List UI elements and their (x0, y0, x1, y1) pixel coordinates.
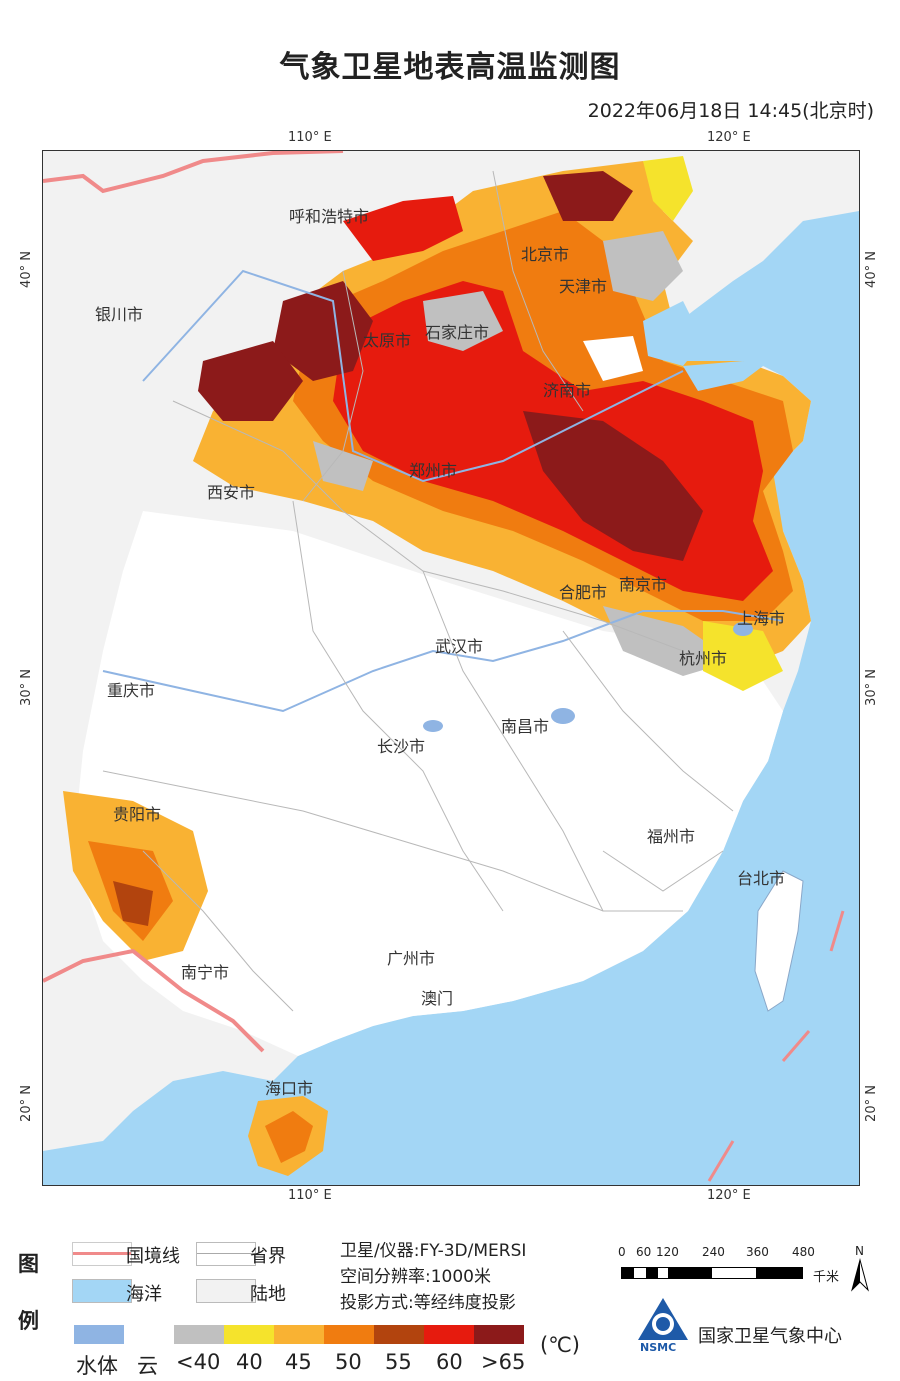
city-label: 太原市 (363, 331, 412, 350)
temp-category-label: <40 (176, 1350, 221, 1374)
china-south-land (73, 511, 783, 1056)
taiwan-island (754, 870, 804, 1012)
scale-bar (621, 1267, 803, 1279)
temp-category-label: >65 (481, 1350, 526, 1374)
city-label: 呼和浩特市 (289, 207, 370, 226)
nsmc-abbr: NSMC (640, 1341, 677, 1354)
lon-label-top-120: 120° E (707, 130, 751, 145)
province-label: 省界 (250, 1246, 286, 1267)
lat-label-right-30: 30° N (863, 669, 879, 706)
scale-tick-label: 120 (656, 1245, 679, 1259)
map-svg (43, 151, 859, 1182)
city-label: 合肥市 (559, 583, 608, 602)
ocean-swatch (72, 1279, 132, 1303)
province-borders (102, 170, 734, 1012)
dongting-lake (423, 720, 443, 732)
bohai-sea (643, 301, 703, 366)
unit-label: (℃) (540, 1333, 580, 1357)
city-label: 济南市 (543, 381, 592, 400)
scale-tick-label: 0 (618, 1245, 626, 1259)
satellite-info: 卫星/仪器:FY-3D/MERSI (340, 1241, 527, 1261)
nsmc-logo-icon (638, 1298, 688, 1340)
city-label: 海口市 (265, 1079, 314, 1098)
temp-category-label: 55 (385, 1350, 412, 1374)
temp-category-swatch (224, 1325, 274, 1344)
projection-info: 投影方式:等经纬度投影 (340, 1293, 516, 1313)
temp-category-swatch (474, 1325, 524, 1344)
north-arrow-icon (851, 1258, 869, 1292)
temp-category-swatch (374, 1325, 424, 1344)
city-label: 长沙市 (377, 737, 426, 756)
city-label: 澳门 (421, 989, 454, 1008)
city-label: 重庆市 (107, 681, 156, 700)
legend-heading-1: 图 (18, 1252, 39, 1276)
city-label: 武汉市 (435, 637, 484, 656)
lon-label-bottom-110: 110° E (288, 1188, 332, 1203)
map-canvas: 呼和浩特市北京市天津市银川市太原市 石家庄市济南市郑州市西安市合肥市 南京市上海市武… (42, 150, 860, 1186)
water-body-swatch (74, 1325, 124, 1344)
temp-category-swatch (324, 1325, 374, 1344)
city-label: 杭州市 (679, 649, 728, 668)
city-label: 上海市 (737, 609, 786, 628)
scale-tick-label: 480 (792, 1245, 815, 1259)
cloud-label: 云 (137, 1354, 158, 1378)
lat-label-left-40: 40° N (18, 251, 34, 288)
scale-unit: 千米 (813, 1270, 840, 1285)
poyang-lake (551, 708, 575, 724)
cloud-patch (603, 231, 683, 301)
city-label: 西安市 (207, 483, 256, 502)
city-label: 天津市 (559, 277, 608, 296)
province-swatch (196, 1242, 256, 1266)
city-label: 石家庄市 (425, 323, 490, 342)
lat-label-left-20: 20° N (18, 1085, 34, 1122)
city-label: 北京市 (521, 245, 570, 264)
city-label: 南宁市 (181, 963, 230, 982)
land-label: 陆地 (250, 1284, 286, 1305)
north-label: N (855, 1244, 864, 1258)
temp-category-swatch (274, 1325, 324, 1344)
yellow-river (142, 269, 684, 483)
yellow-sea (683, 361, 763, 391)
yangtze-river (102, 610, 784, 713)
resolution-info: 空间分辨率:1000米 (340, 1267, 491, 1287)
map-title: 气象卫星地表高温监测图 (279, 50, 621, 85)
scale-tick-label: 360 (746, 1245, 769, 1259)
temp-category-swatch (424, 1325, 474, 1344)
scale-tick-label: 240 (702, 1245, 725, 1259)
national-border (43, 151, 344, 194)
lon-label-top-110: 110° E (288, 130, 332, 145)
temp-category-label: 45 (285, 1350, 312, 1374)
city-label: 福州市 (647, 827, 696, 846)
temp-category-label: 50 (335, 1350, 362, 1374)
water-label: 水体 (76, 1354, 118, 1378)
taihu-lake (733, 622, 753, 636)
city-label: 郑州市 (409, 461, 458, 480)
city-label: 广州市 (387, 949, 436, 968)
land-swatch (196, 1279, 256, 1303)
city-label: 银川市 (95, 305, 144, 324)
lat-label-right-20: 20° N (863, 1085, 879, 1122)
lat-label-right-40: 40° N (863, 251, 879, 288)
temp-category-label: 60 (436, 1350, 463, 1374)
city-label: 南京市 (619, 575, 668, 594)
lon-label-bottom-120: 120° E (707, 1188, 751, 1203)
city-label: 贵阳市 (113, 805, 162, 824)
border-label: 国境线 (126, 1246, 180, 1267)
temp-category-swatch (174, 1325, 224, 1344)
city-label: 南昌市 (501, 717, 550, 736)
temp-category-label: 40 (236, 1350, 263, 1374)
city-label: 台北市 (737, 869, 786, 888)
legend-heading-2: 例 (18, 1309, 39, 1333)
scale-tick-label: 60 (636, 1245, 652, 1259)
org-name: 国家卫星气象中心 (698, 1326, 842, 1347)
ocean-label: 海洋 (126, 1284, 162, 1305)
border-swatch (72, 1242, 132, 1266)
observation-time: 2022年06月18日 14:45(北京时) (587, 100, 874, 122)
lat-label-left-30: 30° N (18, 669, 34, 706)
